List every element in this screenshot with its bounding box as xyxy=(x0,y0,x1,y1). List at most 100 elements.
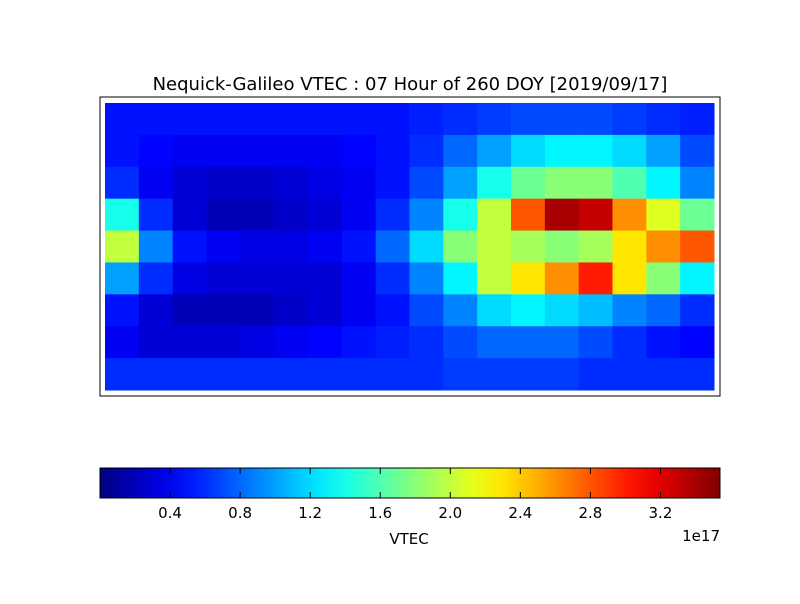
heatmap-cell xyxy=(274,103,309,136)
colorbar-tick-label: 0.8 xyxy=(228,504,252,522)
heatmap xyxy=(105,103,715,391)
heatmap-cell xyxy=(578,358,613,391)
heatmap-cell xyxy=(477,134,512,168)
heatmap-cell xyxy=(206,134,241,168)
heatmap-cell xyxy=(646,103,681,136)
heatmap-cell xyxy=(646,198,681,232)
heatmap-cell xyxy=(646,262,681,295)
heatmap-cell xyxy=(612,326,647,359)
colorbar-ticks: 0.4 0.8 1.2 1.6 2.0 2.4 2.8 3.2 xyxy=(158,468,672,522)
heatmap-cell xyxy=(477,262,512,295)
heatmap-cell xyxy=(511,134,546,168)
heatmap-cell xyxy=(612,358,647,391)
heatmap-cell xyxy=(680,103,715,136)
heatmap-cell xyxy=(409,134,444,168)
heatmap-cell xyxy=(680,166,715,200)
heatmap-cell xyxy=(138,198,174,232)
heatmap-cell xyxy=(578,294,613,327)
heatmap-cell xyxy=(138,294,174,327)
heatmap-cell xyxy=(680,358,715,391)
heatmap-cell xyxy=(105,294,140,327)
heatmap-cell xyxy=(274,166,309,200)
heatmap-cell xyxy=(240,166,275,200)
heatmap-cell xyxy=(578,134,613,168)
heatmap-cell xyxy=(409,198,444,232)
heatmap-cell xyxy=(274,358,309,391)
heatmap-cell xyxy=(511,294,546,327)
heatmap-cell xyxy=(341,294,377,327)
heatmap-cell xyxy=(578,103,613,136)
heatmap-cell xyxy=(341,262,377,295)
heatmap-cell xyxy=(274,294,309,327)
heatmap-cell xyxy=(172,326,207,359)
heatmap-cell xyxy=(308,198,343,232)
heatmap-cell xyxy=(172,198,207,232)
heatmap-cell xyxy=(612,134,647,168)
heatmap-cell xyxy=(477,230,512,263)
heatmap-cell xyxy=(578,198,613,232)
heatmap-cell xyxy=(308,230,343,263)
heatmap-cell xyxy=(443,103,478,136)
heatmap-cell xyxy=(105,103,140,136)
heatmap-cell xyxy=(477,198,512,232)
heatmap-cell xyxy=(511,166,546,200)
heatmap-cell xyxy=(375,166,410,200)
heatmap-cell xyxy=(138,134,174,168)
heatmap-cell xyxy=(409,262,444,295)
heatmap-cell xyxy=(206,358,241,391)
heatmap-cell xyxy=(443,358,478,391)
heatmap-cell xyxy=(341,326,377,359)
heatmap-cell xyxy=(544,358,580,391)
heatmap-cell xyxy=(544,103,580,136)
heatmap-cell xyxy=(341,166,377,200)
heatmap-cell xyxy=(477,294,512,327)
heatmap-cell xyxy=(341,198,377,232)
heatmap-cell xyxy=(680,326,715,359)
heatmap-cell xyxy=(206,326,241,359)
heatmap-cell xyxy=(443,134,478,168)
heatmap-cell xyxy=(138,166,174,200)
heatmap-cell xyxy=(240,294,275,327)
heatmap-cell xyxy=(308,103,343,136)
heatmap-cell xyxy=(341,358,377,391)
heatmap-cell xyxy=(511,230,546,263)
heatmap-cell xyxy=(105,230,140,263)
heatmap-cell xyxy=(375,262,410,295)
heatmap-cell xyxy=(646,294,681,327)
heatmap-cell xyxy=(612,230,647,263)
heatmap-cell xyxy=(443,294,478,327)
heatmap-cell xyxy=(544,134,580,168)
heatmap-cell xyxy=(646,230,681,263)
heatmap-cell xyxy=(477,326,512,359)
heatmap-cell xyxy=(511,198,546,232)
map-frame xyxy=(99,96,721,397)
heatmap-cell xyxy=(240,134,275,168)
heatmap-cell xyxy=(206,166,241,200)
heatmap-cell xyxy=(375,103,410,136)
colorbar xyxy=(99,467,721,499)
heatmap-cell xyxy=(206,103,241,136)
heatmap-cell xyxy=(206,198,241,232)
heatmap-cell xyxy=(240,230,275,263)
heatmap-cell xyxy=(680,262,715,295)
heatmap-cell xyxy=(341,230,377,263)
colorbar-tick-label: 3.2 xyxy=(649,504,673,522)
heatmap-cell xyxy=(544,166,580,200)
heatmap-cell xyxy=(274,134,309,168)
heatmap-cell xyxy=(375,294,410,327)
heatmap-cell xyxy=(172,230,207,263)
heatmap-cell xyxy=(544,294,580,327)
heatmap-cell xyxy=(308,262,343,295)
colorbar-tick-label: 1.6 xyxy=(368,504,392,522)
heatmap-cell xyxy=(138,103,174,136)
heatmap-cell xyxy=(138,326,174,359)
heatmap-cell xyxy=(138,358,174,391)
heatmap-cell xyxy=(105,262,140,295)
heatmap-cell xyxy=(240,262,275,295)
heatmap-cell xyxy=(308,134,343,168)
heatmap-cell xyxy=(646,134,681,168)
heatmap-cell xyxy=(274,230,309,263)
colorbar-tick-label: 0.4 xyxy=(158,504,182,522)
heatmap-cell xyxy=(578,326,613,359)
